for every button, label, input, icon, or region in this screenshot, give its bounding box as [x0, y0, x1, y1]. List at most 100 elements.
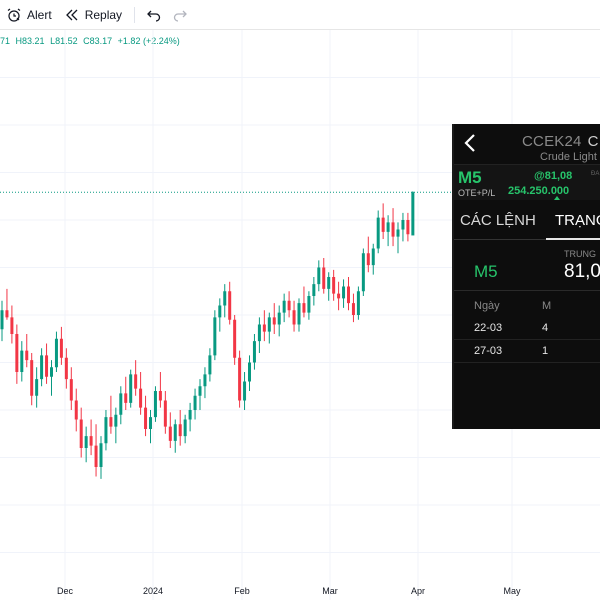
candle	[59, 326, 63, 365]
candle-body	[188, 410, 192, 420]
candle-body	[79, 419, 83, 448]
candle	[183, 414, 187, 444]
candle-body	[153, 391, 157, 418]
candle	[40, 348, 44, 387]
candle-body	[30, 360, 34, 396]
quote-price: @81,08	[534, 170, 573, 182]
candle-body	[376, 217, 380, 249]
candle-body	[272, 317, 276, 325]
candle-body	[282, 300, 286, 313]
candle	[243, 372, 247, 410]
candle-body	[84, 436, 88, 448]
candle-body	[129, 374, 133, 403]
candle	[366, 236, 370, 273]
candle	[129, 369, 133, 408]
candle-body	[20, 350, 24, 372]
panel-symbol: CCEK24 C	[522, 133, 599, 150]
candle-body	[391, 222, 395, 237]
position-label: M5	[474, 262, 498, 281]
candle-body	[337, 293, 341, 299]
ote-value: 254.250.000	[508, 185, 570, 197]
candle-body	[89, 436, 93, 446]
row-divider	[454, 339, 600, 340]
candle-body	[208, 355, 212, 375]
candle	[153, 386, 157, 422]
undo-button[interactable]	[141, 0, 167, 30]
candle-body	[386, 222, 390, 232]
tab-status[interactable]: TRẠNG	[555, 212, 600, 229]
candle	[89, 419, 93, 456]
tab-orders[interactable]: CÁC LỆNH	[460, 212, 536, 229]
candle	[139, 372, 143, 415]
x-tick-label: May	[503, 586, 521, 596]
candle-body	[114, 414, 118, 427]
candle-body	[327, 277, 331, 289]
candle	[228, 281, 232, 325]
candle	[347, 277, 350, 311]
candle	[203, 367, 207, 399]
row-divider	[454, 362, 600, 363]
replay-button[interactable]: Replay	[58, 0, 128, 30]
candle	[356, 286, 360, 320]
candle-body	[267, 317, 271, 332]
candle	[173, 419, 177, 453]
candle-body	[361, 253, 365, 292]
candle	[158, 372, 162, 408]
price-chart[interactable]	[0, 30, 600, 600]
candle	[144, 395, 148, 437]
toolbar-divider	[134, 6, 136, 23]
candle	[79, 407, 83, 458]
candle-body	[213, 317, 217, 356]
row-2-date: 27-03	[474, 345, 503, 357]
candle-body	[64, 357, 68, 380]
candle-body	[144, 407, 148, 429]
candle	[406, 212, 410, 242]
candle-body	[411, 192, 415, 236]
caret-up-icon	[554, 196, 560, 200]
candle-body	[322, 267, 326, 289]
candle	[163, 391, 167, 434]
candle-body	[347, 286, 350, 304]
candle-body	[351, 303, 355, 315]
candle	[25, 334, 29, 368]
candle-body	[134, 374, 138, 389]
candle	[411, 191, 415, 236]
back-chevron-icon[interactable]	[460, 132, 482, 154]
candle-body	[223, 291, 227, 306]
alert-button[interactable]: Alert	[0, 0, 58, 30]
undo-icon	[147, 10, 161, 22]
candle	[391, 208, 395, 247]
candle-body	[45, 355, 49, 377]
candle-body	[292, 310, 296, 325]
redo-button[interactable]	[167, 0, 193, 30]
candle	[376, 210, 380, 254]
candle	[94, 424, 98, 477]
candle	[10, 305, 14, 344]
candle-body	[35, 379, 39, 396]
ohlc-legend: 71 H83.21 L81.52 C83.17 +1.82 (+2.24%)	[0, 36, 183, 46]
candle-body	[69, 379, 73, 401]
candle	[149, 410, 152, 444]
candle-body	[10, 317, 14, 334]
candle-body	[203, 374, 207, 387]
candle	[50, 360, 53, 396]
candle-body	[74, 400, 78, 420]
candle-body	[248, 362, 251, 382]
candle	[292, 300, 296, 332]
candle	[396, 222, 400, 254]
candle	[312, 277, 316, 306]
candle	[277, 305, 281, 337]
candle-body	[332, 277, 336, 294]
quote-row[interactable]: M5 @81,08 ĐA OTE+P/L 254.250.000	[454, 164, 600, 200]
candle-body	[233, 319, 237, 358]
candle	[282, 293, 286, 323]
candle	[84, 426, 88, 463]
candle-body	[396, 229, 400, 237]
candle-body	[356, 291, 360, 315]
candle-body	[277, 312, 281, 325]
candle	[30, 353, 34, 406]
candle-body	[149, 417, 152, 429]
candle-body	[173, 424, 177, 441]
instrument-name: Crude Light	[540, 151, 597, 163]
candle	[178, 410, 182, 446]
